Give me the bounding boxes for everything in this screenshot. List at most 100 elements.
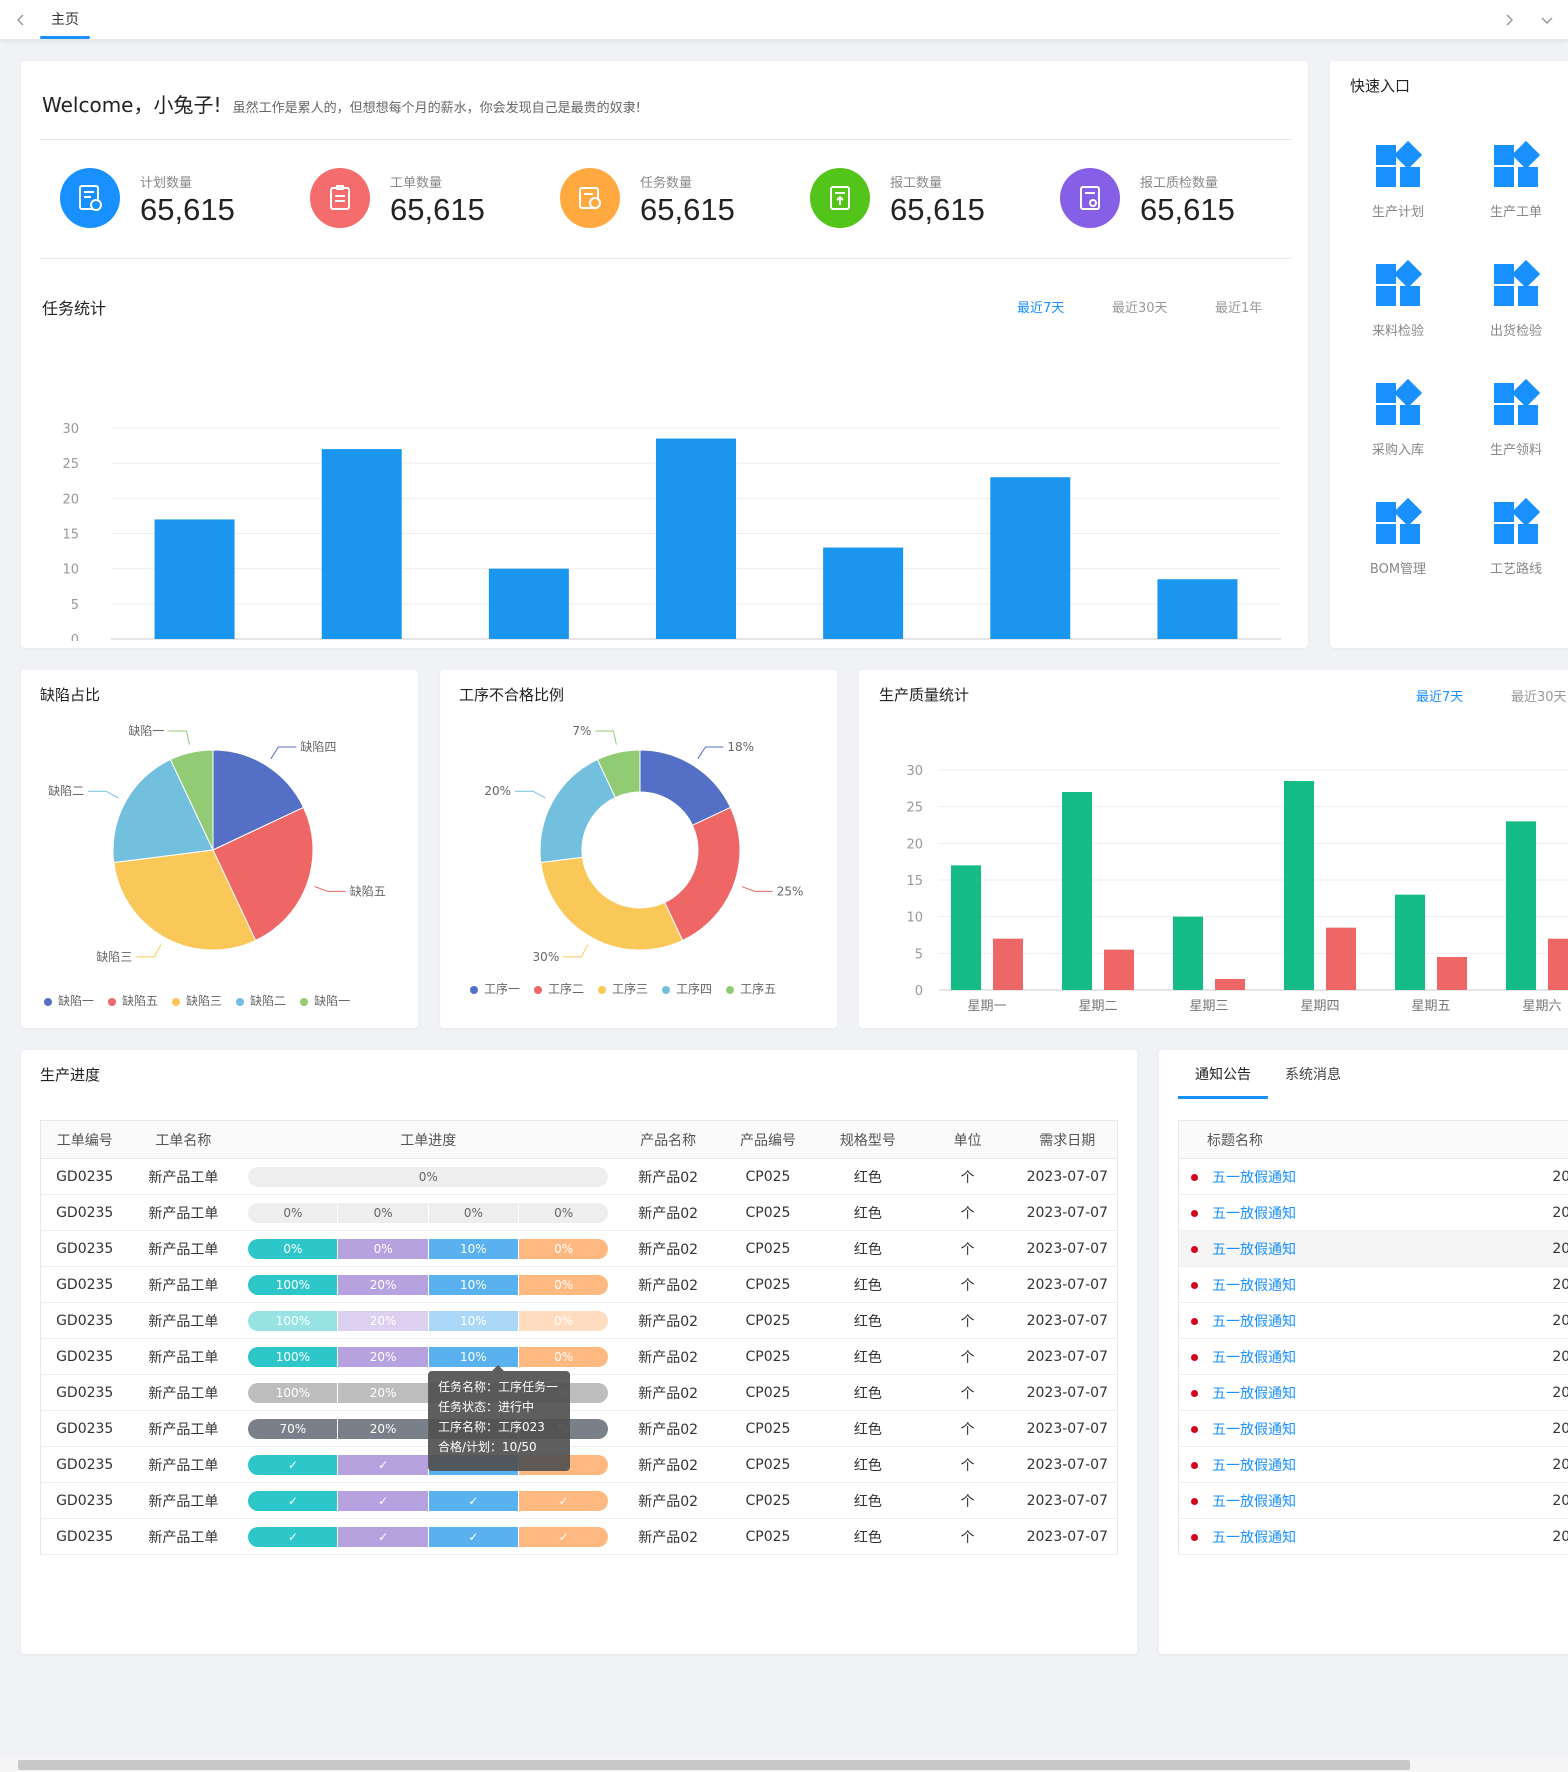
notice-title-cell[interactable]: 五一放假通知 xyxy=(1178,1482,1538,1519)
notice-title-link[interactable]: 五一放假通知 xyxy=(1212,1421,1296,1438)
quick-entry-item[interactable]: 生产领料 xyxy=(1466,378,1566,458)
work-order-progress[interactable]: 100% 20% 10% 0% xyxy=(238,1338,619,1375)
progress-bar[interactable]: 100% 20% 10% 0% xyxy=(248,1274,609,1295)
progress-segment[interactable]: 20% xyxy=(338,1418,429,1439)
range-30-days[interactable]: 最近30天 xyxy=(1112,301,1168,316)
notice-title-cell[interactable]: 五一放假通知 xyxy=(1178,1158,1538,1195)
quick-entry-item[interactable]: 生产工单 xyxy=(1466,140,1566,220)
work-order-progress[interactable]: 100% 20% 10% 0% xyxy=(238,1302,619,1339)
notice-row[interactable]: 五一放假通知 2023- xyxy=(1178,1158,1568,1195)
progress-segment[interactable]: ✓ xyxy=(428,1526,519,1547)
notice-title-cell[interactable]: 五一放假通知 xyxy=(1178,1446,1538,1483)
process-legend-item[interactable]: 工序一 xyxy=(470,980,520,997)
tab-system-messages[interactable]: 系统消息 xyxy=(1285,1067,1341,1083)
notice-row[interactable]: 五一放假通知 2023- xyxy=(1178,1266,1568,1303)
progress-segment[interactable]: 20% xyxy=(338,1274,429,1295)
defect-legend-item[interactable]: 缺陷五 xyxy=(108,992,158,1009)
work-order-code-link[interactable]: GD0235 xyxy=(40,1158,129,1195)
table-row[interactable]: GD0235 新产品工单 0% 0% 10% 0% 新产品02 CP025 红色个 2023-07… xyxy=(40,1230,1118,1267)
quality-range-30-days[interactable]: 最近30天 xyxy=(1511,690,1567,705)
progress-segment[interactable]: 20% xyxy=(338,1346,429,1367)
notice-title-link[interactable]: 五一放假通知 xyxy=(1212,1349,1296,1366)
quick-entry-item[interactable]: BOM管理 xyxy=(1348,497,1448,577)
table-row[interactable]: GD0235 新产品工单 100% 20% 10% 0% 新产品02 CP025 红色个 2023… xyxy=(40,1338,1118,1375)
defect-legend-item[interactable]: 缺陷三 xyxy=(172,992,222,1009)
progress-segment[interactable]: 0% xyxy=(518,1346,609,1367)
quick-entry-item[interactable]: 生产计划 xyxy=(1348,140,1448,220)
notice-title-link[interactable]: 五一放假通知 xyxy=(1212,1169,1296,1186)
notice-title-cell[interactable]: 五一放假通知 xyxy=(1178,1518,1538,1555)
progress-bar[interactable]: 100% 20% 10% 0% xyxy=(248,1346,609,1367)
progress-segment[interactable]: 0% xyxy=(338,1202,429,1223)
stat-quality-count[interactable]: 报工质检数量 65,615 xyxy=(1060,168,1300,232)
progress-segment[interactable]: ✓ xyxy=(248,1454,339,1475)
notice-title-link[interactable]: 五一放假通知 xyxy=(1212,1277,1296,1294)
quick-entry-item[interactable]: 来料检验 xyxy=(1348,259,1448,339)
notice-title-link[interactable]: 五一放假通知 xyxy=(1212,1241,1296,1258)
progress-segment[interactable]: 20% xyxy=(338,1310,429,1331)
progress-segment[interactable]: 0% xyxy=(248,1166,609,1187)
progress-segment[interactable]: 0% xyxy=(518,1238,609,1259)
chevron-left-icon[interactable] xyxy=(14,12,28,26)
chevron-right-icon[interactable] xyxy=(1502,12,1516,26)
notice-row[interactable]: 五一放假通知 2023- xyxy=(1178,1302,1568,1339)
tab-home[interactable]: 主页 xyxy=(51,12,79,28)
progress-segment[interactable]: 0% xyxy=(518,1310,609,1331)
notice-title-cell[interactable]: 五一放假通知 xyxy=(1178,1302,1538,1339)
progress-bar[interactable]: 0% 0% 10% 0% xyxy=(248,1238,609,1259)
work-order-code-link[interactable]: GD0235 xyxy=(40,1518,129,1555)
notice-row[interactable]: 五一放假通知 2023- xyxy=(1178,1374,1568,1411)
notice-title-link[interactable]: 五一放假通知 xyxy=(1212,1385,1296,1402)
stat-plan-count[interactable]: 计划数量 65,615 xyxy=(60,168,300,232)
stat-workorder-count[interactable]: 工单数量 65,615 xyxy=(310,168,550,232)
table-row[interactable]: GD0235新产品工单100%20%%新产品02CP025红色个2023-07-… xyxy=(40,1374,1118,1411)
progress-segment[interactable]: ✓ xyxy=(248,1526,339,1547)
notice-title-link[interactable]: 五一放假通知 xyxy=(1212,1205,1296,1222)
progress-bar[interactable]: ✓ ✓ ✓ ✓ xyxy=(248,1490,609,1511)
work-order-progress[interactable]: 0% 0% 0% 0% xyxy=(238,1194,619,1231)
work-order-code-link[interactable]: GD0235 xyxy=(40,1374,129,1411)
progress-segment[interactable]: 10% xyxy=(428,1310,519,1331)
notice-title-link[interactable]: 五一放假通知 xyxy=(1212,1457,1296,1474)
progress-segment[interactable]: ✓ xyxy=(428,1490,519,1511)
progress-segment[interactable]: 0% xyxy=(518,1274,609,1295)
work-order-progress[interactable]: 100% 20% 10% 0% xyxy=(238,1266,619,1303)
work-order-progress[interactable]: 0% xyxy=(238,1158,619,1195)
table-row[interactable]: GD0235 新产品工单 0% 0% 0% 0% 新产品02 CP025 红色个 2023-07-… xyxy=(40,1194,1118,1231)
table-row[interactable]: GD0235新产品工单70%20%%新产品02CP025红色个2023-07-0… xyxy=(40,1410,1118,1447)
table-row[interactable]: GD0235 新产品工单 0% 新产品02 CP025 红色个 2023-07-07 xyxy=(40,1158,1118,1195)
quality-range-7-days[interactable]: 最近7天 xyxy=(1416,690,1464,705)
notice-title-cell[interactable]: 五一放假通知 xyxy=(1178,1194,1538,1231)
notice-title-cell[interactable]: 五一放假通知 xyxy=(1178,1410,1538,1447)
progress-segment[interactable]: 0% xyxy=(248,1202,339,1223)
notice-row[interactable]: 五一放假通知 2023- xyxy=(1178,1338,1568,1375)
progress-segment[interactable]: 20% xyxy=(338,1382,429,1403)
process-legend-item[interactable]: 工序五 xyxy=(726,980,776,997)
progress-segment[interactable]: ✓ xyxy=(248,1490,339,1511)
work-order-code-link[interactable]: GD0235 xyxy=(40,1266,129,1303)
work-order-code-link[interactable]: GD0235 xyxy=(40,1230,129,1267)
progress-segment[interactable]: 0% xyxy=(428,1202,519,1223)
notice-row[interactable]: 五一放假通知 2023- xyxy=(1178,1518,1568,1555)
progress-segment[interactable]: 100% xyxy=(248,1382,339,1403)
progress-segment[interactable]: 0% xyxy=(338,1238,429,1259)
notice-title-cell[interactable]: 五一放假通知 xyxy=(1178,1230,1538,1267)
notice-title-link[interactable]: 五一放假通知 xyxy=(1212,1529,1296,1546)
progress-segment[interactable]: ✓ xyxy=(518,1526,609,1547)
notice-row[interactable]: 五一放假通知 2023- xyxy=(1178,1410,1568,1447)
chevron-down-icon[interactable] xyxy=(1540,12,1554,26)
work-order-code-link[interactable]: GD0235 xyxy=(40,1302,129,1339)
notice-row[interactable]: 五一放假通知 2023- xyxy=(1178,1230,1568,1267)
work-order-code-link[interactable]: GD0235 xyxy=(40,1338,129,1375)
progress-bar[interactable]: ✓ ✓ ✓ ✓ xyxy=(248,1526,609,1547)
defect-legend-item[interactable]: 缺陷一 xyxy=(44,992,94,1009)
work-order-progress[interactable]: ✓ ✓ ✓ ✓ xyxy=(238,1518,619,1555)
progress-bar[interactable]: 0% 0% 0% 0% xyxy=(248,1202,609,1223)
notice-title-cell[interactable]: 五一放假通知 xyxy=(1178,1338,1538,1375)
progress-segment[interactable]: 10% xyxy=(428,1274,519,1295)
progress-segment[interactable]: 10% xyxy=(428,1238,519,1259)
work-order-code-link[interactable]: GD0235 xyxy=(40,1446,129,1483)
stat-report-count[interactable]: 报工数量 65,615 xyxy=(810,168,1050,232)
progress-segment[interactable]: 100% xyxy=(248,1346,339,1367)
progress-segment[interactable]: 0% xyxy=(518,1202,609,1223)
